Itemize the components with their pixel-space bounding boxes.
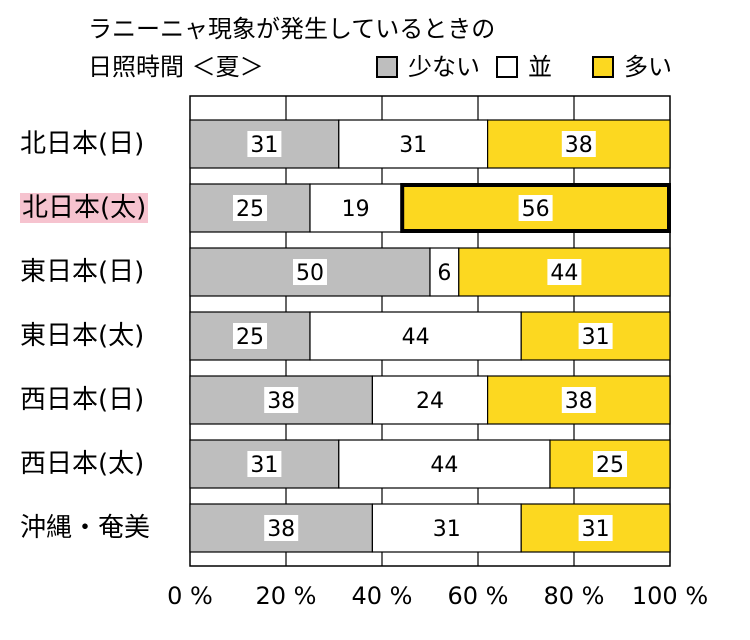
data-label-bg (247, 131, 282, 157)
x-tick-label: 60 % (448, 582, 509, 610)
data-label: 6 (437, 261, 451, 286)
data-label-bg (561, 131, 596, 157)
bar-segment (371, 503, 522, 553)
category-label-text: 沖縄・奄美 (20, 513, 151, 543)
data-label-bg (593, 451, 627, 477)
data-label-bg (561, 387, 596, 413)
category-label-text: 東日本(日) (20, 257, 145, 287)
x-tick-label: 80 % (544, 582, 605, 610)
bar-segment (520, 503, 671, 553)
x-tick-label: 20 % (256, 582, 317, 610)
legend-item-few: 少ない (376, 52, 480, 82)
data-label-bg (233, 195, 267, 221)
data-label-bg (293, 259, 327, 285)
category-label-text: 東日本(太) (20, 321, 145, 351)
category-label-text: 北日本(日) (20, 129, 145, 159)
data-label: 31 (582, 325, 610, 350)
category-label: 西日本(太) (20, 444, 155, 484)
data-label-bg (433, 259, 455, 285)
data-label: 44 (402, 325, 430, 350)
data-label-bg (264, 387, 299, 413)
x-tick-label: 40 % (352, 582, 413, 610)
data-label-bg (247, 451, 282, 477)
data-label: 38 (267, 517, 295, 542)
category-label: 東日本(日) (20, 252, 155, 292)
data-label: 25 (236, 325, 264, 350)
legend-item-many: 多い (592, 52, 672, 82)
data-label-bg (578, 323, 613, 349)
data-label: 19 (342, 197, 370, 222)
legend-swatch-many (592, 56, 614, 78)
data-label-bg (578, 515, 613, 541)
category-label: 沖縄・奄美 (20, 508, 155, 548)
data-label: 44 (550, 261, 578, 286)
data-label-bg (398, 323, 433, 349)
data-label: 25 (596, 453, 624, 478)
data-label: 31 (250, 453, 278, 478)
x-tick-label: 100 % (632, 582, 708, 610)
data-label: 38 (565, 389, 593, 414)
data-label-bg (518, 195, 553, 221)
chart-title-line-1: ラニーニャ現象が発生しているときの (88, 15, 496, 43)
data-label-bg (413, 387, 447, 413)
data-label-bg (338, 195, 373, 221)
data-label: 38 (565, 133, 593, 158)
legend-label-many: 多い (624, 53, 672, 81)
bar-segment (189, 439, 340, 489)
data-label: 31 (250, 133, 278, 158)
data-label: 25 (236, 197, 264, 222)
legend-item-normal: 並 (496, 52, 552, 82)
data-label: 56 (522, 197, 550, 222)
data-label: 31 (433, 517, 461, 542)
data-label-bg (547, 259, 582, 285)
legend-label-normal: 並 (528, 53, 552, 81)
legend-label-few: 少ない (408, 53, 480, 81)
data-label: 31 (399, 133, 427, 158)
data-label-bg (264, 515, 299, 541)
category-label: 北日本(日) (20, 124, 155, 164)
data-label: 38 (267, 389, 295, 414)
data-label-bg (429, 515, 464, 541)
legend-swatch-normal (496, 56, 518, 78)
category-label-text: 西日本(日) (20, 385, 145, 415)
data-label-bg (427, 451, 462, 477)
data-label: 50 (296, 261, 324, 286)
data-label-bg (233, 323, 267, 349)
data-label: 44 (430, 453, 458, 478)
data-label-bg (396, 131, 431, 157)
category-label-text: 北日本(太) (20, 193, 149, 223)
emphasized-segment-outline (400, 183, 671, 233)
data-label: 24 (416, 389, 444, 414)
data-label: 31 (582, 517, 610, 542)
category-label-text: 西日本(太) (20, 449, 145, 479)
category-label: 西日本(日) (20, 380, 155, 420)
x-tick-label: 0 % (167, 582, 213, 610)
chart-title-line-2: 日照時間 ＜夏＞ (88, 53, 264, 81)
legend-swatch-few (376, 56, 398, 78)
category-label: 北日本(太) (20, 188, 155, 228)
category-label: 東日本(太) (20, 316, 155, 356)
